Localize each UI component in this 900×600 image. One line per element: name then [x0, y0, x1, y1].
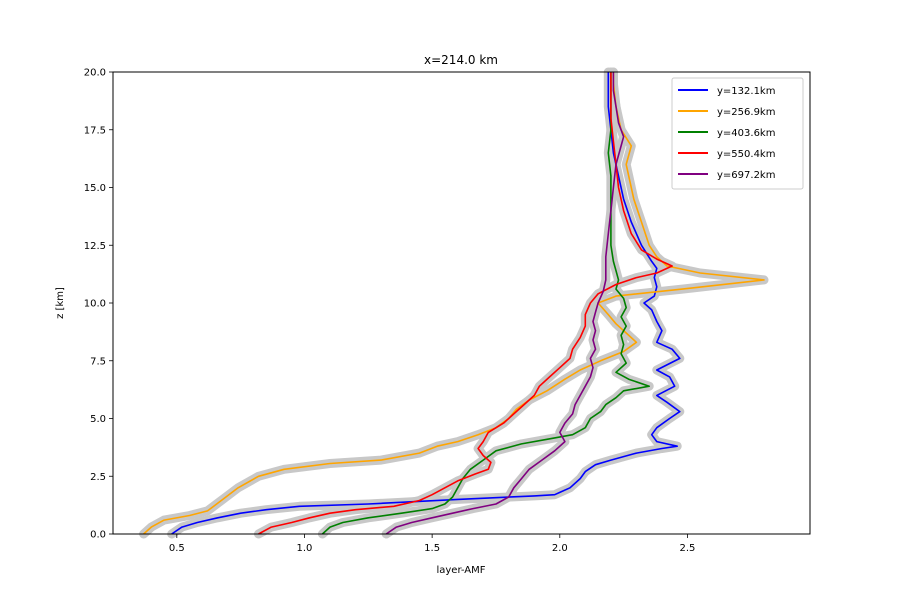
- y-tick-label: 7.5: [90, 356, 106, 367]
- legend-label-5: y=697.2km: [717, 170, 775, 181]
- y-tick-label: 20.0: [84, 68, 106, 79]
- series-line-4: [258, 72, 673, 535]
- legend-label-4: y=550.4km: [717, 149, 775, 160]
- series-line-3: [321, 72, 651, 535]
- legend: y=132.1km y=256.9km y=403.6km y=550.4km y=69…: [671, 77, 804, 190]
- y-tick-label: 10.0: [84, 299, 106, 310]
- legend-label-1: y=132.1km: [717, 86, 775, 97]
- series-line-1: [171, 72, 681, 535]
- legend-label-2: y=256.9km: [717, 107, 775, 118]
- y-tick-label: 17.5: [84, 125, 106, 136]
- y-tick-label: 15.0: [84, 183, 106, 194]
- x-tick-label: 2.0: [552, 543, 568, 554]
- series-line-2: [143, 72, 765, 535]
- y-tick-label: 12.5: [84, 241, 106, 252]
- series-line-5: [385, 72, 625, 535]
- y-tick-label: 5.0: [90, 414, 106, 425]
- y-axis-label: z [km]: [55, 287, 66, 319]
- x-axis-ticks: 0.5 1.0 1.5 2.0 2.5: [169, 534, 695, 554]
- series-lines: [143, 72, 765, 535]
- y-tick-label: 2.5: [90, 472, 106, 483]
- legend-label-3: y=403.6km: [717, 128, 775, 139]
- y-tick-label: 0.0: [90, 530, 106, 541]
- x-tick-label: 2.5: [679, 543, 695, 554]
- chart-title: x=214.0 km: [424, 53, 498, 67]
- legend-box: [671, 77, 804, 190]
- x-axis-label: layer-AMF: [436, 565, 485, 576]
- y-axis-ticks: 0.0 2.5 5.0 7.5 10.0 12.5 15.0 17.5 20.0: [84, 68, 113, 541]
- x-tick-label: 0.5: [169, 543, 185, 554]
- x-tick-label: 1.0: [297, 543, 313, 554]
- x-tick-label: 1.5: [424, 543, 440, 554]
